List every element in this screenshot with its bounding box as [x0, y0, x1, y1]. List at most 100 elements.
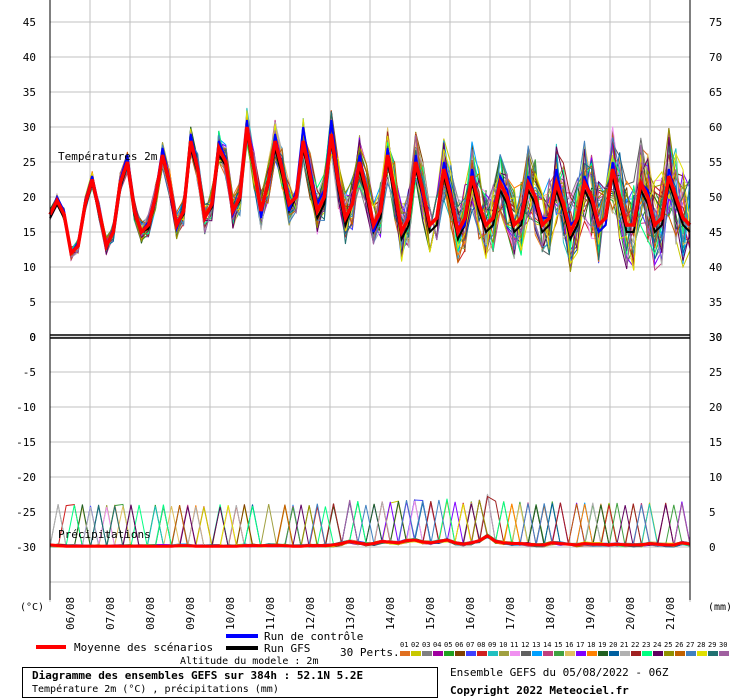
pert-number-label: 06: [455, 641, 463, 649]
pert-number-label: 09: [488, 641, 496, 649]
pert-color-swatch: [488, 651, 498, 656]
pert-color-swatch: [686, 651, 696, 656]
pert-number-label: 02: [411, 641, 419, 649]
x-tick-label: 19/08: [584, 597, 597, 630]
pert-color-swatch: [554, 651, 564, 656]
pert-number-label: 22: [631, 641, 639, 649]
temp-right-tick: 55: [709, 156, 722, 169]
pert-color-swatch: [653, 651, 663, 656]
x-tick-label: 12/08: [304, 597, 317, 630]
temp-right-tick: 60: [709, 121, 722, 134]
precipitation-panel-label: Précipitations: [58, 528, 151, 541]
pert-number-label: 01: [400, 641, 408, 649]
pert-color-swatch: [708, 651, 718, 656]
footer-copyright: Copyright 2022 Meteociel.fr: [450, 684, 629, 697]
temp-left-tick: 10: [23, 261, 36, 274]
precip-right-tick: 20: [709, 401, 722, 414]
footer-subtitle: Température 2m (°C) , précipitations (mm…: [32, 684, 279, 695]
chart-axes: [49, 0, 691, 600]
x-tick-label: 20/08: [624, 597, 637, 630]
x-tick-label: 21/08: [664, 597, 677, 630]
pert-number-label: 08: [477, 641, 485, 649]
pert-number-label: 30: [719, 641, 727, 649]
temp-right-tick: 35: [709, 296, 722, 309]
x-tick-label: 06/08: [64, 597, 77, 630]
pert-color-swatch: [675, 651, 685, 656]
temp-right-tick: 70: [709, 51, 722, 64]
pert-number-label: 16: [565, 641, 573, 649]
precip-right-tick: 25: [709, 366, 722, 379]
precip-right-tick: 5: [709, 506, 716, 519]
temp-left-tick: 45: [23, 16, 36, 29]
precip-right-tick: 0: [709, 541, 716, 554]
pert-number-label: 19: [598, 641, 606, 649]
x-tick-label: 10/08: [224, 597, 237, 630]
pert-number-label: 28: [697, 641, 705, 649]
x-tick-label: 07/08: [104, 597, 117, 630]
pert-color-swatch: [521, 651, 531, 656]
pert-color-swatch: [510, 651, 520, 656]
legend-mean-label: Moyenne des scénarios: [74, 641, 213, 654]
pert-color-swatch: [631, 651, 641, 656]
precip-right-tick: 30: [709, 331, 722, 344]
precip-right-tick: 10: [709, 471, 722, 484]
temp-left-tick: 0: [29, 331, 36, 344]
temp-left-tick: 40: [23, 51, 36, 64]
temp-right-tick: 40: [709, 261, 722, 274]
precip-right-tick: 15: [709, 436, 722, 449]
pert-number-label: 10: [499, 641, 507, 649]
pert-number-label: 07: [466, 641, 474, 649]
pert-color-swatch: [664, 651, 674, 656]
x-tick-label: 17/08: [504, 597, 517, 630]
pert-number-label: 15: [554, 641, 562, 649]
legend: Moyenne des scénarios Run de contrôle Ru…: [36, 630, 729, 659]
pert-color-swatch: [620, 651, 630, 656]
temp-left-tick: 5: [29, 296, 36, 309]
pert-color-swatch: [444, 651, 454, 656]
pert-number-label: 21: [620, 641, 628, 649]
x-tick-label: 09/08: [184, 597, 197, 630]
pert-color-swatch: [598, 651, 608, 656]
x-tick-label: 15/08: [424, 597, 437, 630]
pert-number-label: 27: [686, 641, 694, 649]
temp-right-tick: 65: [709, 86, 722, 99]
footer-box: [22, 667, 438, 698]
pert-number-label: 13: [532, 641, 540, 649]
precip-left-tick: -15: [16, 436, 36, 449]
precip-left-tick: -30: [16, 541, 36, 554]
legend-perts-label: 30 Perts.: [340, 646, 400, 659]
pert-color-swatch: [697, 651, 707, 656]
perturbation-legend: 01 02 03 04 05 06 07 08 09 10 11 12 13 14 15 16 17 18 19 20…: [400, 641, 729, 656]
pert-number-label: 23: [642, 641, 650, 649]
pert-number-label: 29: [708, 641, 716, 649]
legend-control-label: Run de contrôle: [264, 630, 363, 643]
right-unit-label: (mm): [708, 602, 732, 613]
left-unit-label: (°C): [20, 602, 44, 613]
pert-number-label: 04: [433, 641, 441, 649]
pert-color-swatch: [587, 651, 597, 656]
pert-color-swatch: [433, 651, 443, 656]
pert-color-swatch: [609, 651, 619, 656]
temp-left-tick: 35: [23, 86, 36, 99]
pert-number-label: 14: [543, 641, 551, 649]
precip-left-tick: 0: [29, 331, 36, 344]
pert-color-swatch: [576, 651, 586, 656]
pert-color-swatch: [543, 651, 553, 656]
pert-color-swatch: [466, 651, 476, 656]
pert-color-swatch: [455, 651, 465, 656]
temp-left-tick: 25: [23, 156, 36, 169]
footer-run: Ensemble GEFS du 05/08/2022 - 06Z: [450, 666, 669, 679]
temp-left-tick: 20: [23, 191, 36, 204]
x-tick-label: 18/08: [544, 597, 557, 630]
pert-number-label: 17: [576, 641, 584, 649]
pert-number-label: 26: [675, 641, 683, 649]
mean-precip-line: [49, 534, 691, 548]
pert-color-swatch: [565, 651, 575, 656]
pert-color-swatch: [411, 651, 421, 656]
precip-left-tick: -20: [16, 471, 36, 484]
pert-number-label: 03: [422, 641, 430, 649]
pert-color-swatch: [499, 651, 509, 656]
footer-title: Diagramme des ensembles GEFS sur 384h : …: [32, 669, 364, 682]
